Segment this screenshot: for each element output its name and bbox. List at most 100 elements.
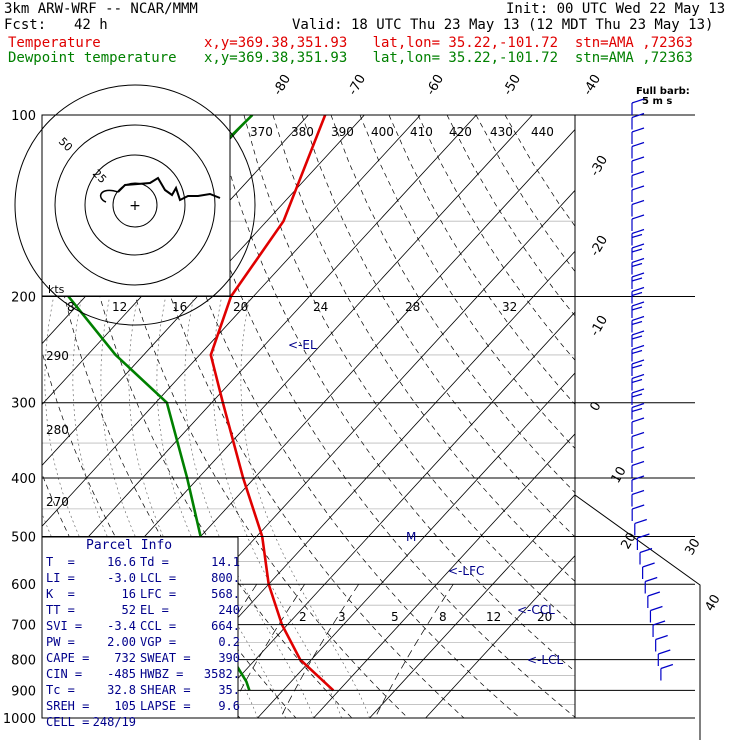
wind-barb-flag bbox=[631, 233, 643, 239]
parcel-field-label: EL = bbox=[140, 603, 169, 617]
pressure-tick-label: 400 bbox=[11, 472, 36, 487]
hodograph-speed-tick: 16 bbox=[172, 300, 187, 314]
wind-barb-flag bbox=[631, 364, 643, 369]
parcel-field-label: CCL = bbox=[140, 619, 177, 633]
wind-barb-flag bbox=[647, 591, 661, 597]
parcel-field-value: 105 bbox=[114, 699, 136, 713]
wind-barb-flag bbox=[631, 431, 645, 438]
dry-adiabat bbox=[272, 115, 575, 582]
wind-barb-flag bbox=[631, 214, 645, 220]
hodograph-center: + bbox=[129, 198, 141, 214]
theta-label: 390 bbox=[331, 125, 354, 139]
wind-barb bbox=[631, 417, 645, 434]
wind-barb-flag bbox=[631, 407, 643, 413]
wind-barb-flag bbox=[631, 112, 645, 119]
parcel-field-label: LAPSE = bbox=[140, 699, 191, 713]
wind-barb-flag bbox=[631, 335, 643, 340]
wind-barb bbox=[631, 228, 645, 246]
hodograph-units-label: kts bbox=[48, 283, 65, 296]
parcel-field-value: 800. bbox=[211, 571, 240, 585]
parcel-row: CAPE = 732 SWEAT = 390 bbox=[46, 650, 240, 666]
wind-barb-flag bbox=[655, 634, 668, 641]
wind-barb bbox=[631, 127, 645, 144]
wind-barb-flag bbox=[631, 170, 645, 177]
parcel-row: TT = 52 EL = 240 bbox=[46, 602, 240, 618]
wind-barb-flag bbox=[642, 562, 655, 568]
wind-barb bbox=[660, 663, 674, 681]
wind-barb bbox=[631, 98, 645, 115]
parcel-info-title: Parcel Info bbox=[86, 538, 173, 553]
parcel-field-value: 14.1 bbox=[211, 555, 240, 569]
theta-label: 440 bbox=[531, 125, 554, 139]
hodograph-ring bbox=[54, 124, 216, 286]
mixing-ratio-label: 2 bbox=[299, 610, 307, 624]
wind-barb bbox=[639, 547, 653, 565]
parcel-field-value: 390 bbox=[218, 651, 240, 665]
wind-barb-flag bbox=[631, 393, 643, 398]
dry-adiabat bbox=[388, 115, 575, 405]
theta-label: 420 bbox=[449, 125, 472, 139]
hodograph-speed-tick: 32 bbox=[502, 300, 517, 314]
isotherm-label: -50 bbox=[500, 72, 524, 98]
isotherm-line bbox=[425, 555, 575, 718]
wind-barb bbox=[631, 489, 645, 507]
wind-barb-flag bbox=[631, 344, 645, 351]
mixing-ratio-label: 12 bbox=[486, 610, 501, 624]
wind-barb-flag bbox=[631, 489, 645, 496]
wind-barb-flag bbox=[637, 533, 650, 539]
dry-adiabat bbox=[156, 115, 521, 718]
pressure-tick-label: 600 bbox=[11, 578, 36, 593]
wind-barb-flag bbox=[631, 460, 645, 467]
parcel-row: T = 16.6 Td = 14.1 bbox=[46, 554, 240, 570]
parcel-field-label: SWEAT = bbox=[140, 651, 191, 665]
wind-barb-flag bbox=[658, 649, 671, 655]
wind-barb bbox=[657, 649, 671, 666]
hodograph-trace bbox=[117, 176, 221, 202]
wind-barb bbox=[631, 214, 645, 231]
dry-adiabat bbox=[214, 115, 575, 672]
isotherm-label: 0 bbox=[587, 399, 604, 414]
parcel-field-value: -3.4 bbox=[107, 619, 136, 633]
wind-barb-flag bbox=[631, 320, 643, 326]
forecast-hours: 42 h bbox=[74, 17, 108, 33]
wind-barb-flag bbox=[631, 291, 643, 297]
mixing-ratio-line bbox=[374, 584, 454, 718]
wind-barb bbox=[631, 388, 645, 405]
wind-barb bbox=[631, 286, 645, 304]
dewpoint-legend: Dewpoint temperature bbox=[8, 50, 177, 66]
mixing-ratio-label: 8 bbox=[439, 610, 447, 624]
dewpoint-location: x,y=369.38,351.93 lat,lon= 35.22,-101.72… bbox=[204, 50, 693, 66]
wind-panel-frame bbox=[574, 494, 701, 740]
parcel-field-label: LCL = bbox=[140, 571, 177, 585]
parcel-field-value: 0.2 bbox=[218, 635, 240, 649]
parcel-field-label: VGP = bbox=[140, 635, 177, 649]
wind-barb-flag bbox=[660, 663, 674, 670]
isotherm-line bbox=[257, 372, 575, 718]
wind-barb bbox=[631, 112, 645, 130]
wind-barb bbox=[631, 373, 645, 391]
wind-barb-flag bbox=[631, 185, 645, 191]
wind-barb-flag bbox=[631, 402, 645, 409]
dry-adiabat bbox=[417, 115, 575, 361]
parcel-field-value: 732 bbox=[114, 651, 136, 665]
plot-frame bbox=[41, 114, 576, 719]
mixing-ratio-label: 20 bbox=[537, 610, 552, 624]
isotherm-label: -20 bbox=[587, 233, 611, 259]
wind-barb-flag bbox=[631, 504, 645, 510]
parcel-row: CIN = -485 HWBZ = 3582. bbox=[46, 666, 240, 682]
parcel-field-label: TT = bbox=[46, 603, 75, 617]
wind-barb bbox=[631, 504, 645, 521]
wind-barb-flag bbox=[631, 330, 645, 336]
parcel-field-value: -3.0 bbox=[107, 571, 136, 585]
wind-barb-flag bbox=[645, 576, 658, 583]
mixing-ratio-label: 5 bbox=[391, 610, 399, 624]
dry-adiabat bbox=[243, 115, 575, 627]
wind-barb-flag bbox=[631, 98, 645, 104]
wind-barb bbox=[631, 330, 645, 347]
wind-barb bbox=[634, 518, 647, 536]
hodograph-speed-tick: 24 bbox=[313, 300, 328, 314]
theta-label: 270 bbox=[46, 495, 69, 509]
pressure-tick-label: 300 bbox=[11, 397, 36, 412]
dry-adiabat bbox=[127, 115, 465, 718]
parcel-field-value: 9.6 bbox=[218, 699, 240, 713]
